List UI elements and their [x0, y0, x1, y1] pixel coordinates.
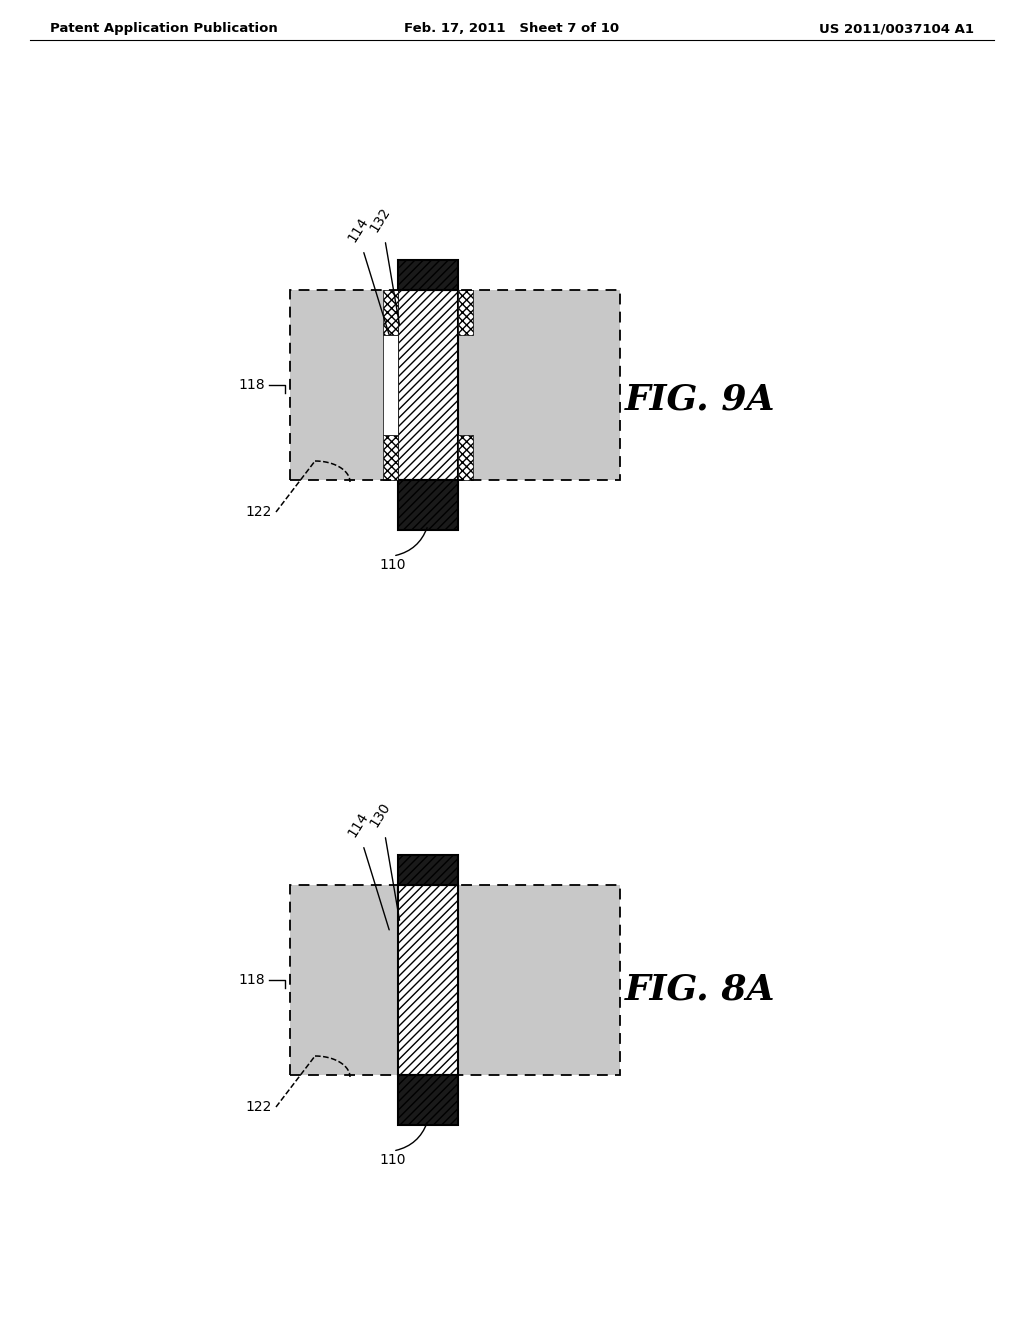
Bar	[290, 290, 398, 480]
Text: US 2011/0037104 A1: US 2011/0037104 A1	[819, 22, 974, 36]
Bar	[398, 290, 458, 480]
Text: Feb. 17, 2011   Sheet 7 of 10: Feb. 17, 2011 Sheet 7 of 10	[404, 22, 620, 36]
Bar	[398, 884, 458, 1074]
Text: Patent Application Publication: Patent Application Publication	[50, 22, 278, 36]
Text: 118: 118	[239, 378, 265, 392]
Text: 132: 132	[367, 205, 393, 235]
Bar	[290, 290, 620, 480]
Text: 122: 122	[246, 506, 272, 519]
Text: 118: 118	[239, 973, 265, 987]
Bar	[383, 290, 398, 335]
Text: 110: 110	[380, 1152, 407, 1167]
Bar	[458, 290, 620, 480]
Bar	[458, 290, 473, 335]
Bar	[458, 436, 473, 480]
Text: FIG. 9A: FIG. 9A	[625, 383, 775, 417]
Text: 110: 110	[380, 558, 407, 572]
Text: 130: 130	[367, 800, 393, 830]
Text: FIG. 8A: FIG. 8A	[625, 973, 775, 1007]
Bar	[398, 480, 458, 531]
Text: 122: 122	[246, 1100, 272, 1114]
Bar	[398, 855, 458, 884]
Bar	[398, 1074, 458, 1125]
Text: 114: 114	[345, 215, 371, 246]
Bar	[290, 884, 398, 1074]
Bar	[383, 335, 398, 436]
Text: 114: 114	[345, 810, 371, 840]
Bar	[290, 884, 620, 1074]
Bar	[398, 260, 458, 290]
Bar	[458, 884, 620, 1074]
Bar	[383, 436, 398, 480]
